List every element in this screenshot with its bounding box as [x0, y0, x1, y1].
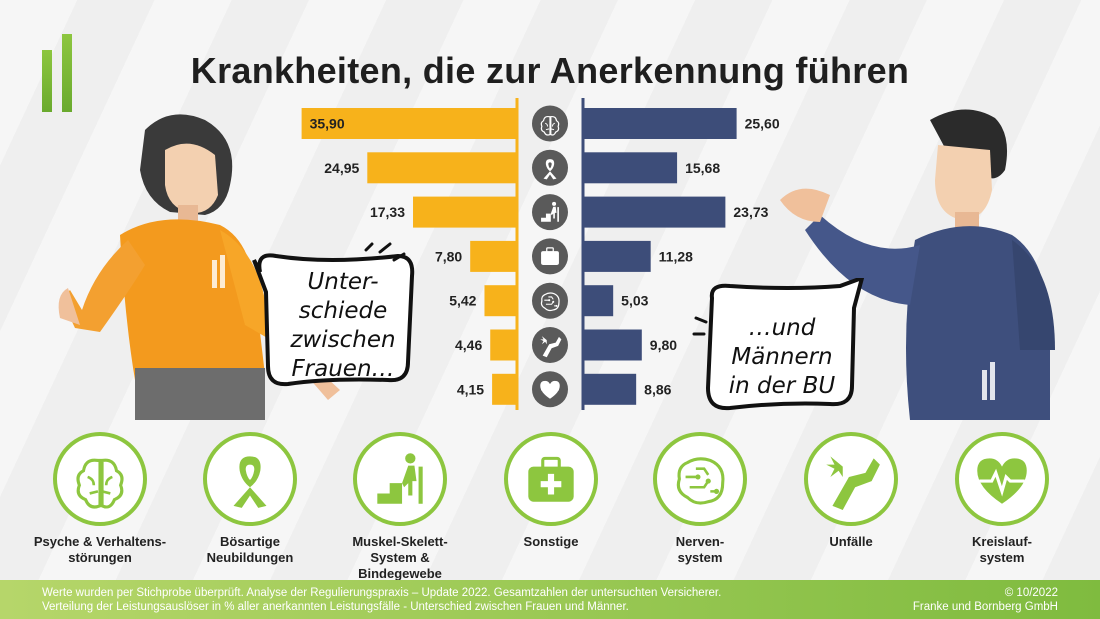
data-label-men: 15,68 — [685, 160, 720, 176]
data-label-men: 5,03 — [621, 293, 648, 309]
bar-women — [413, 196, 517, 228]
bar-men — [583, 152, 678, 184]
category-label: Kreislauf- system — [972, 534, 1032, 565]
heart-pulse-icon — [540, 381, 560, 400]
category-stairs: Muskel-Skelett- System & Bindegewebe — [330, 432, 470, 582]
bar-women — [484, 285, 517, 317]
data-label-women: 24,95 — [324, 160, 359, 176]
man-illustration — [780, 109, 1055, 420]
bar-men — [583, 285, 614, 317]
first-aid-kit-icon — [504, 432, 598, 526]
category-label: Muskel-Skelett- System & Bindegewebe — [352, 534, 448, 581]
category-label: Psyche & Verhaltens- störungen — [33, 534, 167, 565]
page-title: Krankheiten, die zur Anerkennung führen — [190, 50, 910, 91]
first-aid-kit-icon — [541, 247, 559, 266]
category-heart-pulse: Kreislauf- system — [932, 432, 1072, 566]
broken-arm-icon — [804, 432, 898, 526]
data-label-women: 4,46 — [455, 337, 482, 353]
data-label-women: 17,33 — [370, 204, 405, 220]
speech-bubble-men — [692, 278, 865, 411]
category-brain: Psyche & Verhaltens- störungen — [30, 432, 170, 566]
category-marker — [532, 282, 568, 319]
data-label-women: 4,15 — [457, 381, 484, 397]
category-marker — [532, 149, 568, 186]
data-label-women: 35,90 — [310, 116, 345, 132]
brain-icon — [540, 115, 560, 136]
bar-men — [583, 329, 642, 361]
data-label-men: 23,73 — [733, 204, 768, 220]
ribbon-icon — [543, 158, 557, 180]
bar-men — [583, 240, 651, 272]
speech-bubble-women — [252, 242, 415, 387]
bar-men — [583, 108, 737, 139]
category-circuit-brain: Nerven- system — [630, 432, 770, 566]
brand-logo — [42, 34, 82, 112]
heart-pulse-icon — [955, 432, 1049, 526]
footer-note-1: Werte wurden per Stichprobe überprüft. A… — [42, 587, 722, 599]
speech-text-women: Unter-schiede zwischen Frauen… — [290, 269, 396, 382]
data-label-men: 25,60 — [745, 116, 780, 132]
bar-chart: 35,90 25,60 24,95 15,68 17,33 23,73 7,80 11,28 5… — [301, 98, 780, 410]
footer: Werte wurden per Stichprobe überprüft. A… — [0, 580, 1100, 619]
category-label: Unfälle — [829, 534, 873, 549]
category-marker — [532, 194, 568, 231]
footer-date: © 10/2022 — [1004, 587, 1058, 599]
brain-icon — [53, 432, 147, 526]
category-broken-arm: Unfälle — [781, 432, 921, 550]
broken-arm-icon — [540, 336, 562, 358]
bar-women — [470, 240, 517, 272]
data-label-men: 8,86 — [644, 381, 671, 397]
category-ribbon: Bösartige Neubildungen — [180, 432, 320, 566]
circuit-brain-icon — [653, 432, 747, 526]
data-label-men: 9,80 — [650, 337, 677, 353]
bar-women — [490, 329, 517, 361]
footer-note-2: Verteilung der Leistungsauslöser in % al… — [42, 601, 629, 613]
category-first-aid-kit: Sonstige — [481, 432, 621, 550]
data-label-men: 11,28 — [659, 248, 693, 264]
data-label-women: 5,42 — [449, 293, 476, 309]
category-label: Sonstige — [523, 534, 579, 549]
bar-women — [301, 108, 517, 139]
stairs-icon — [353, 432, 447, 526]
footer-company: Franke und Bornberg GmbH — [912, 601, 1058, 613]
category-label: Nerven- system — [675, 534, 725, 565]
data-label-women: 7,80 — [435, 248, 462, 264]
category-label: Bösartige Neubildungen — [206, 534, 294, 565]
bar-women — [492, 373, 517, 405]
bar-women — [367, 152, 517, 184]
ribbon-icon — [203, 432, 297, 526]
stairs-icon — [541, 201, 559, 222]
circuit-brain-icon — [540, 292, 560, 311]
speech-text-men: …und Männern in der BU — [728, 315, 836, 399]
bar-men — [583, 196, 726, 228]
bar-men — [583, 373, 637, 405]
